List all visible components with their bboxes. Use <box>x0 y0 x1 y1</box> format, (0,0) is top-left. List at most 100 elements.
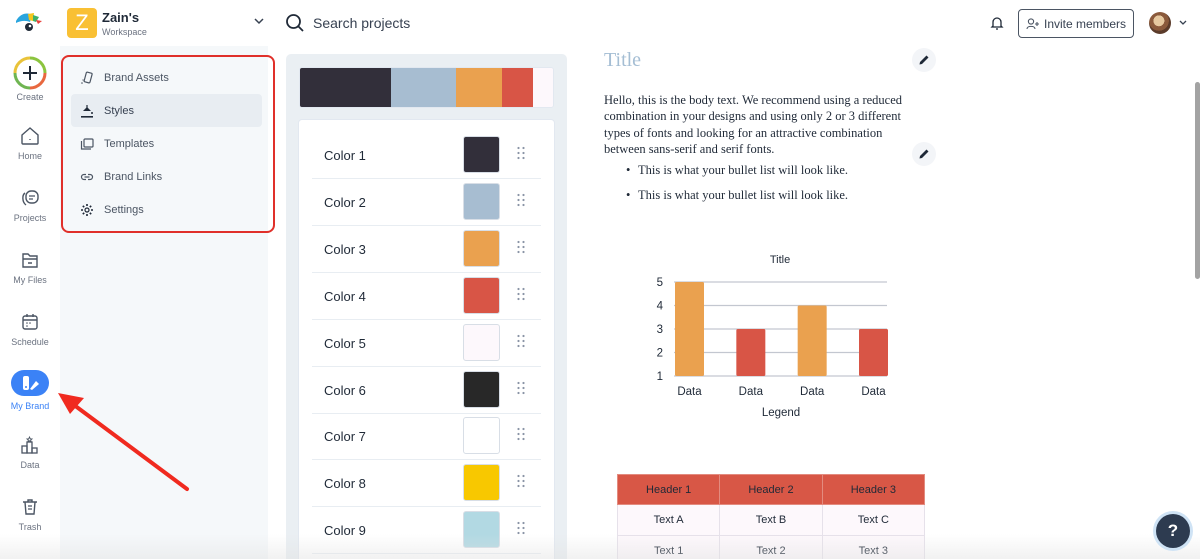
gear-icon <box>81 203 93 216</box>
chart-x-tick-label: Data <box>677 386 702 398</box>
menu-item-brand-links[interactable]: Brand Links <box>71 160 262 193</box>
color-swatch[interactable] <box>463 511 500 549</box>
chart-bar <box>675 282 704 376</box>
plus-icon <box>13 56 47 90</box>
color-swatch[interactable] <box>463 323 500 361</box>
color-name[interactable]: Color 8 <box>324 476 366 492</box>
chart-x-axis-label: Legend <box>762 407 800 419</box>
menu-item-label: Templates <box>104 137 155 150</box>
chart-y-tick-label: 5 <box>657 277 663 289</box>
chart-y-tick-label: 1 <box>657 371 663 383</box>
palette-segment <box>533 68 553 107</box>
preview-title: Title <box>604 49 642 71</box>
chart-x-tick-label: Data <box>800 386 825 398</box>
nav-item-schedule[interactable]: Schedule <box>0 312 60 368</box>
drag-handle-icon[interactable] <box>516 520 526 536</box>
color-swatch[interactable] <box>463 229 500 267</box>
nav-label: Trash <box>18 522 42 532</box>
menu-item-templates[interactable]: Templates <box>71 127 262 160</box>
color-row[interactable]: Color 8 <box>312 460 541 508</box>
menu-item-settings[interactable]: Settings <box>71 193 262 226</box>
color-row[interactable]: Color 6 <box>312 367 541 414</box>
workspace-name[interactable]: Zain's <box>102 10 140 25</box>
help-button[interactable]: ? <box>1156 514 1190 548</box>
color-swatch[interactable] <box>463 136 500 173</box>
pencil-icon <box>919 149 929 159</box>
chart-x-tick-label: Data <box>739 386 764 398</box>
app-logo-icon[interactable] <box>14 10 44 34</box>
paint-bucket-icon <box>81 104 93 118</box>
main-nav: Create Home Projects My Files Schedule <box>0 46 60 559</box>
color-row[interactable]: Color 4 <box>312 273 541 320</box>
drag-handle-icon[interactable] <box>516 473 526 489</box>
color-row[interactable]: Color 2 <box>312 179 541 226</box>
nav-item-home[interactable]: Home <box>0 126 60 182</box>
edit-title-button[interactable] <box>912 48 936 72</box>
drag-handle-icon[interactable] <box>516 145 526 161</box>
menu-item-brand-assets[interactable]: Brand Assets <box>71 61 262 94</box>
table-header-cell: Header 2 <box>719 474 823 505</box>
color-swatch[interactable] <box>463 182 500 220</box>
color-name[interactable]: Color 1 <box>324 148 366 163</box>
table-cell: Text 1 <box>616 535 721 559</box>
color-name[interactable]: Color 3 <box>324 241 366 257</box>
color-name[interactable]: Color 4 <box>324 288 366 304</box>
workspace-subtitle: Workspace <box>102 27 147 37</box>
color-list: Color 1 Color 2 Color 3 Color 4 Color 5 Color… <box>298 119 555 559</box>
color-swatch[interactable] <box>463 417 500 455</box>
drag-handle-icon[interactable] <box>516 239 526 255</box>
color-swatch[interactable] <box>463 370 500 408</box>
edit-body-button[interactable] <box>912 142 936 166</box>
data-icon <box>21 435 38 454</box>
color-row[interactable]: Color 1 <box>312 132 541 179</box>
table-cell: Text 3 <box>821 535 926 559</box>
color-row[interactable]: Color 7 <box>312 413 541 461</box>
color-name[interactable]: Color 6 <box>324 382 366 398</box>
color-name[interactable]: Color 7 <box>324 429 366 445</box>
preview-table: Header 1 Header 2 Header 3 Text A Text B… <box>616 474 926 559</box>
nav-item-projects[interactable]: Projects <box>0 188 60 244</box>
chart-x-tick-label: Data <box>861 386 886 398</box>
drag-handle-icon[interactable] <box>516 380 526 396</box>
nav-item-my-brand[interactable]: My Brand <box>0 370 60 426</box>
user-avatar[interactable] <box>1149 12 1171 34</box>
brand-icon <box>11 370 49 396</box>
color-swatch[interactable] <box>463 276 500 314</box>
color-row[interactable]: Color 9 <box>312 507 541 555</box>
nav-label: My Brand <box>10 401 50 411</box>
workspace-avatar[interactable]: Z <box>67 8 97 38</box>
nav-item-my-files[interactable]: My Files <box>0 250 60 306</box>
menu-item-label: Brand Links <box>104 170 163 183</box>
chart-bar <box>797 305 827 376</box>
search-icon <box>286 14 304 32</box>
chart-y-tick-label: 2 <box>657 348 663 360</box>
palette-segment <box>456 68 502 107</box>
color-row[interactable]: Color 5 <box>312 320 541 367</box>
search-input[interactable] <box>313 12 613 34</box>
color-swatch[interactable] <box>463 464 500 502</box>
nav-item-trash[interactable]: Trash <box>0 497 60 553</box>
chevron-down-icon[interactable] <box>1178 17 1188 27</box>
chart-y-tick-label: 3 <box>657 324 663 336</box>
page-scrollbar[interactable] <box>1195 82 1200 279</box>
color-name[interactable]: Color 2 <box>324 194 366 210</box>
color-name[interactable]: Color 5 <box>324 335 366 351</box>
preview-body-text: Hello, this is the body text. We recomme… <box>604 93 902 156</box>
chevron-down-icon[interactable] <box>252 14 266 28</box>
drag-handle-icon[interactable] <box>516 286 526 302</box>
preview-chart: Title 1 2 3 4 5 Data Data Data Data Legend <box>590 246 940 426</box>
bell-icon[interactable] <box>990 15 1004 31</box>
home-icon <box>21 127 39 145</box>
color-row[interactable]: Color 3 <box>312 226 541 273</box>
drag-handle-icon[interactable] <box>516 333 526 349</box>
palette-preview-bar[interactable] <box>299 67 554 108</box>
drag-handle-icon[interactable] <box>516 192 526 208</box>
add-user-icon <box>1026 17 1039 29</box>
nav-item-data[interactable]: Data <box>0 435 60 491</box>
nav-item-create[interactable]: Create <box>0 56 60 112</box>
menu-item-styles[interactable]: Styles <box>71 94 262 127</box>
color-name[interactable]: Color 9 <box>324 523 366 539</box>
invite-members-button[interactable]: Invite members <box>1018 9 1134 38</box>
drag-handle-icon[interactable] <box>516 426 526 442</box>
